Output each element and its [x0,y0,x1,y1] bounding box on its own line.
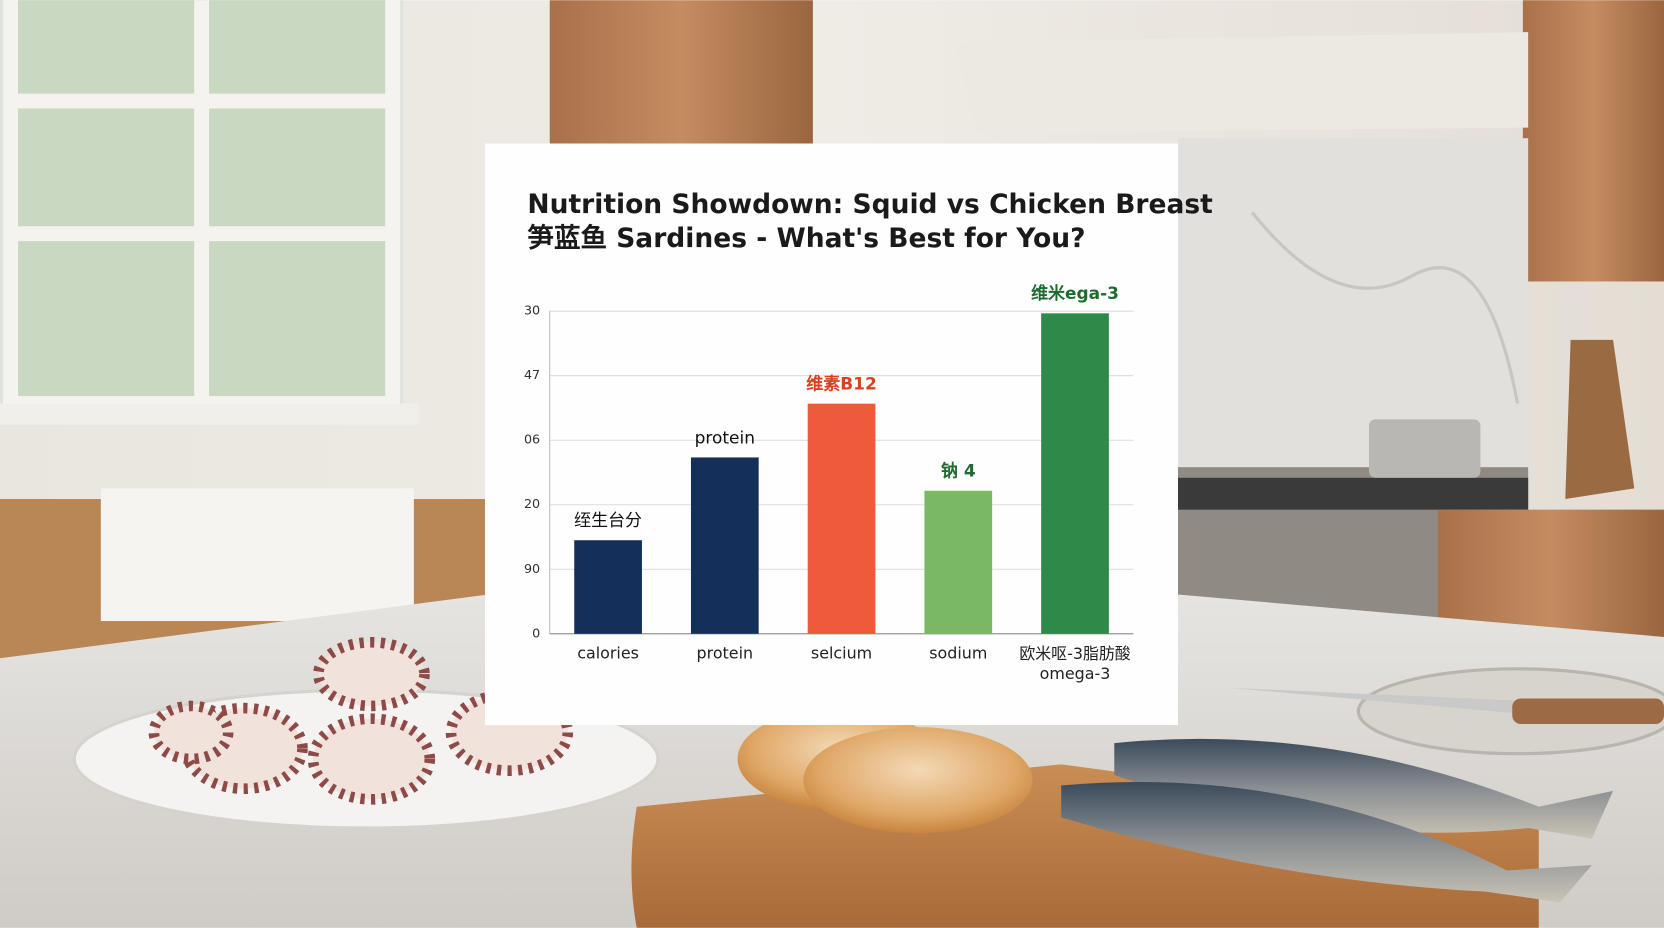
data-label: 维素B12 [806,374,876,395]
bar [690,457,759,634]
bar [574,540,642,634]
data-label: 钠 4 [941,461,976,482]
x-tick-label: 欧米呕-3脂肪酸 omega-3 [1019,643,1130,682]
x-tick-label: protein [697,643,754,662]
bar [924,490,993,634]
chart-title: Nutrition Showdown: Squid vs Chicken Bre… [527,189,1213,254]
bar [807,403,876,634]
data-label: protein [695,428,755,448]
data-label: 绖生台分 [574,511,642,531]
y-tick-label: 0 [532,626,540,641]
bar [1041,313,1109,634]
data-label: 维米ega-3 [1031,283,1119,304]
x-tick-label: sodium [929,643,987,662]
y-tick-label: 47 [524,368,540,383]
y-tick-label: 30 [524,304,540,319]
x-tick-label: selcium [811,643,872,662]
x-tick-label: calories [577,643,639,662]
y-tick-label: 06 [524,433,540,448]
y-tick-label: 20 [524,497,540,512]
plot: 0 90 20 06 47 30 calories 绖生台分 protein protein sel… [524,283,1134,683]
y-tick-label: 90 [524,562,540,577]
